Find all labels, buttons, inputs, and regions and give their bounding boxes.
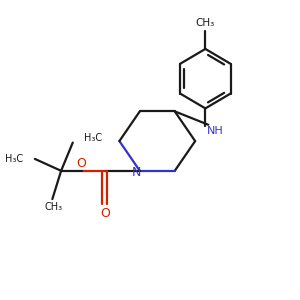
Text: O: O xyxy=(76,157,86,170)
Text: H₃C: H₃C xyxy=(4,154,22,164)
Text: CH₃: CH₃ xyxy=(45,202,63,212)
Text: CH₃: CH₃ xyxy=(196,18,215,28)
Text: H₃C: H₃C xyxy=(84,133,102,143)
Text: NH: NH xyxy=(207,126,224,136)
Text: O: O xyxy=(100,206,110,220)
Text: N: N xyxy=(132,166,141,179)
